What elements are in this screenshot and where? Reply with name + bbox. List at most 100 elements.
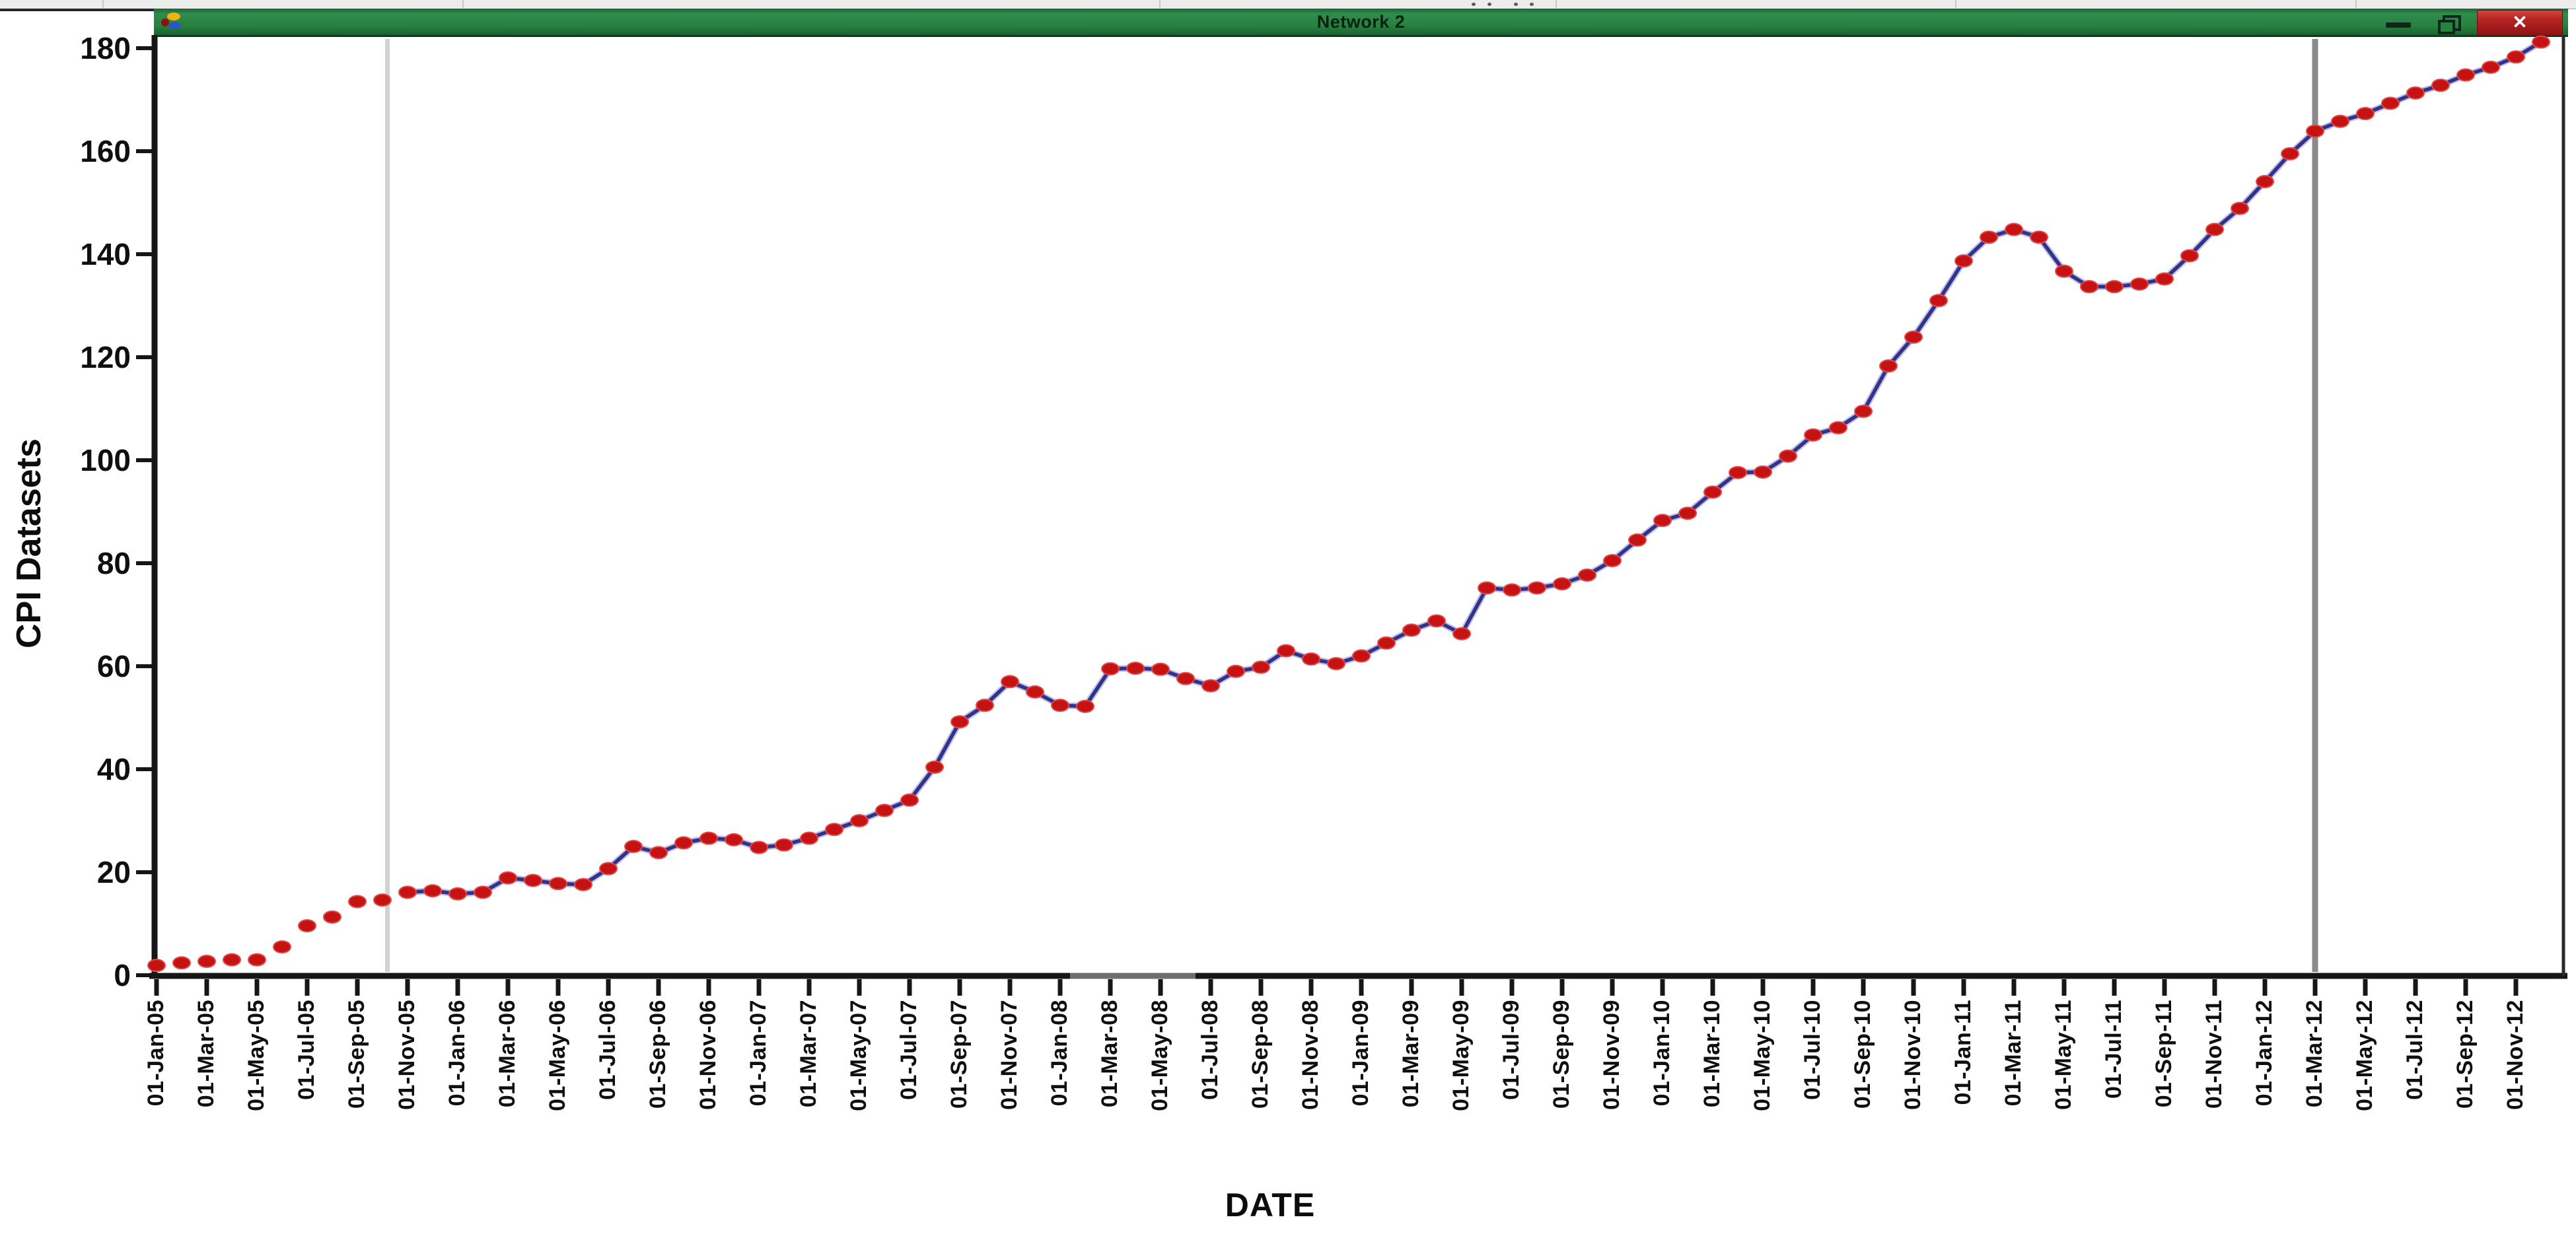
data-point [1829, 421, 1847, 434]
data-point [2406, 86, 2425, 100]
x-tick-label: 01-Sep-07 [947, 1000, 972, 1109]
data-point [2256, 175, 2274, 189]
data-point [147, 959, 166, 973]
x-tick-label: 01-Jul-12 [2402, 1000, 2427, 1100]
data-point [1879, 359, 1898, 373]
x-tick-label: 01-Nov-09 [1599, 1000, 1624, 1111]
data-point [1703, 485, 1722, 499]
data-point [1478, 581, 1496, 595]
data-point [2005, 223, 2023, 236]
data-point [2155, 272, 2174, 286]
y-tick-label: 100 [80, 443, 131, 477]
data-point [2456, 68, 2475, 82]
cell-border [462, 0, 464, 8]
restore-icon [2438, 20, 2455, 34]
data-point [1603, 554, 1622, 568]
data-point [2055, 264, 2073, 278]
data-point [674, 836, 693, 850]
data-point [775, 838, 793, 852]
x-tick-label: 01-Sep-11 [2151, 1000, 2176, 1108]
window-title: Network 2 [1316, 12, 1406, 32]
minimize-button[interactable] [2386, 22, 2411, 28]
data-point [499, 871, 517, 885]
data-point [273, 940, 291, 954]
app-icon [161, 12, 182, 32]
x-tick-label: 01-May-05 [244, 1000, 269, 1111]
data-point [1126, 662, 1145, 675]
data-point [2431, 79, 2450, 92]
data-point [298, 919, 316, 933]
x-tick-label: 01-Mar-10 [1699, 1000, 1725, 1108]
x-tick-label: 01-Sep-12 [2452, 1000, 2478, 1109]
x-axis-title: DATE [1225, 1187, 1316, 1223]
data-point [1277, 644, 1295, 658]
x-tick-label: 01-Jan-12 [2252, 1000, 2277, 1107]
x-tick-label: 01-May-07 [846, 1000, 871, 1111]
data-point [223, 953, 241, 967]
x-tick-label: 01-May-12 [2352, 1000, 2377, 1111]
data-point [1151, 662, 1170, 676]
x-tick-label: 01-Nov-11 [2201, 1000, 2227, 1109]
data-point [1980, 230, 1998, 244]
x-tick-label: 01-May-11 [2051, 1000, 2076, 1111]
data-point [2105, 280, 2124, 294]
data-point [699, 831, 718, 845]
data-point [925, 760, 944, 774]
data-point [1929, 294, 1948, 308]
data-point [1427, 614, 1446, 628]
data-point [599, 862, 618, 876]
data-point [1678, 506, 1697, 520]
data-point [1754, 465, 1772, 479]
data-point [172, 956, 191, 970]
data-point [1402, 623, 1421, 637]
selection-dot [1487, 3, 1491, 6]
close-icon: ✕ [2512, 12, 2528, 32]
y-tick-label: 20 [96, 855, 131, 889]
x-tick-label: 01-Sep-10 [1850, 1000, 1875, 1109]
data-point [1779, 449, 1797, 463]
x-tick-label: 01-May-06 [545, 1000, 570, 1111]
x-tick-label: 01-Mar-05 [194, 1000, 219, 1108]
x-tick-label: 01-Jul-08 [1198, 1000, 1223, 1100]
cell-border [1159, 0, 1161, 8]
x-tick-label: 01-Mar-08 [1097, 1000, 1122, 1108]
x-tick-label: 01-Jan-05 [143, 1000, 168, 1107]
data-point [950, 715, 969, 729]
data-point [2180, 249, 2199, 263]
cell-border [1556, 0, 1557, 8]
close-button[interactable]: ✕ [2477, 10, 2563, 36]
data-point [800, 831, 818, 845]
data-point [2130, 277, 2149, 291]
data-point [248, 953, 266, 967]
data-point [1327, 657, 1345, 671]
restore-button[interactable] [2438, 15, 2461, 34]
data-point [2080, 280, 2098, 294]
x-tick-label: 01-Jul-07 [896, 1000, 921, 1100]
data-point [1578, 568, 1596, 582]
data-point [549, 877, 567, 891]
data-point [1528, 581, 1546, 595]
selection-dot [1472, 3, 1476, 6]
data-point [2306, 124, 2324, 138]
data-point [1001, 675, 1019, 689]
x-tick-label: 01-Sep-09 [1549, 1000, 1574, 1109]
x-tick-label: 01-Jul-05 [294, 1000, 319, 1100]
data-point [574, 878, 592, 891]
cell-border [1955, 0, 1956, 8]
window-top-border-left [0, 9, 156, 11]
data-point [323, 910, 341, 924]
data-point [2381, 96, 2400, 110]
x-tick-label: 01-Nov-10 [1900, 1000, 1925, 1111]
data-point [2532, 35, 2550, 49]
x-tick-label: 01-Nov-08 [1298, 1000, 1323, 1111]
data-point [1452, 627, 1471, 640]
data-point [398, 885, 417, 899]
x-tick-label: 01-Mar-12 [2302, 1000, 2327, 1108]
x-tick-label: 01-Nov-07 [997, 1000, 1022, 1111]
y-tick-label: 160 [80, 134, 131, 168]
data-point [197, 954, 216, 968]
y-tick-label: 180 [80, 31, 131, 65]
x-tick-label: 01-Jul-11 [2101, 1000, 2126, 1099]
